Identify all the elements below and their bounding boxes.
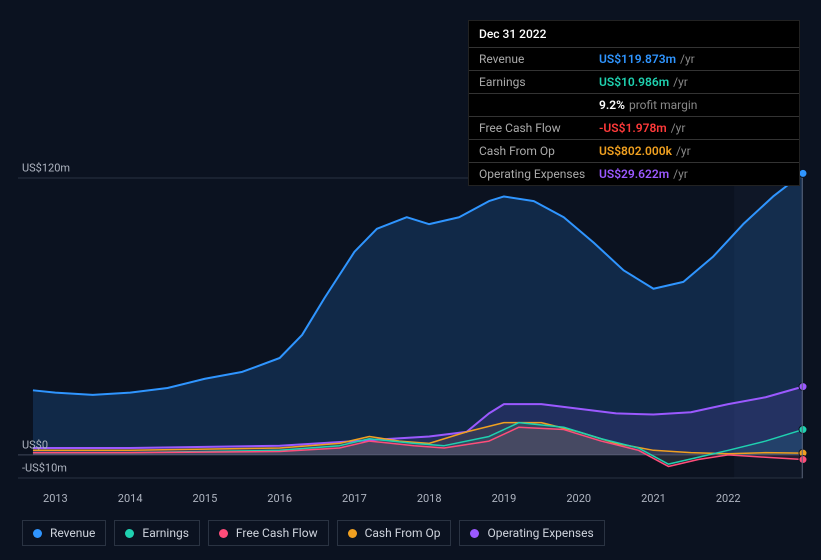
financials-chart: Dec 31 2022 RevenueUS$119.873m/yrEarning… <box>0 0 821 560</box>
tooltip-row: Free Cash Flow-US$1.978m/yr <box>469 117 799 140</box>
legend-label: Operating Expenses <box>487 526 593 540</box>
tooltip-row-value: 9.2% <box>599 98 625 112</box>
legend-swatch-icon <box>219 529 228 538</box>
tooltip-row-suffix: /yr <box>671 121 686 135</box>
chart-tooltip: Dec 31 2022 RevenueUS$119.873m/yrEarning… <box>468 20 800 186</box>
legend-label: Revenue <box>50 526 95 540</box>
tooltip-row-label: Operating Expenses <box>479 167 599 181</box>
x-axis-label: 2021 <box>641 492 666 505</box>
tooltip-row-suffix: profit margin <box>629 98 697 112</box>
tooltip-row-value: -US$1.978m <box>599 121 667 135</box>
tooltip-row-suffix: /yr <box>673 167 688 181</box>
tooltip-row-label <box>479 98 599 112</box>
x-axis-label: 2015 <box>193 492 218 505</box>
tooltip-row-value: US$119.873m <box>599 52 676 66</box>
legend-item[interactable]: Free Cash Flow <box>208 520 329 546</box>
legend-item[interactable]: Revenue <box>22 520 106 546</box>
y-axis-label: US$120m <box>22 162 70 175</box>
tooltip-row-suffix: /yr <box>676 144 691 158</box>
tooltip-row-label: Revenue <box>479 52 599 66</box>
x-axis-label: 2022 <box>716 492 741 505</box>
tooltip-row-suffix: /yr <box>673 75 688 89</box>
legend-item[interactable]: Earnings <box>114 520 200 546</box>
tooltip-row: 9.2% profit margin <box>469 94 799 117</box>
y-axis-label: US$0 <box>22 438 48 451</box>
x-axis-label: 2013 <box>43 492 68 505</box>
tooltip-row-value: US$29.622m <box>599 167 669 181</box>
legend-swatch-icon <box>125 529 134 538</box>
tooltip-row: RevenueUS$119.873m/yr <box>469 48 799 71</box>
x-axis-label: 2017 <box>342 492 367 505</box>
chart-legend: Revenue Earnings Free Cash Flow Cash From O… <box>22 520 605 546</box>
tooltip-row-label: Earnings <box>479 75 599 89</box>
tooltip-row-label: Free Cash Flow <box>479 121 599 135</box>
legend-item[interactable]: Operating Expenses <box>459 520 604 546</box>
x-axis-label: 2019 <box>492 492 517 505</box>
legend-label: Free Cash Flow <box>236 526 318 540</box>
y-axis-label: -US$10m <box>22 462 67 475</box>
tooltip-row: EarningsUS$10.986m/yr <box>469 71 799 94</box>
tooltip-row: Cash From OpUS$802.000k/yr <box>469 140 799 163</box>
legend-label: Cash From Op <box>365 526 441 540</box>
tooltip-row-label: Cash From Op <box>479 144 599 158</box>
x-axis-label: 2014 <box>118 492 143 505</box>
x-axis-label: 2018 <box>417 492 442 505</box>
legend-item[interactable]: Cash From Op <box>337 520 452 546</box>
x-axis-label: 2016 <box>267 492 292 505</box>
x-axis-label: 2020 <box>566 492 591 505</box>
tooltip-row: Operating ExpensesUS$29.622m/yr <box>469 163 799 185</box>
legend-swatch-icon <box>33 529 42 538</box>
legend-swatch-icon <box>470 529 479 538</box>
legend-swatch-icon <box>348 529 357 538</box>
tooltip-row-value: US$10.986m <box>599 75 669 89</box>
legend-label: Earnings <box>142 526 189 540</box>
tooltip-row-value: US$802.000k <box>599 144 672 158</box>
tooltip-title: Dec 31 2022 <box>469 21 799 48</box>
tooltip-row-suffix: /yr <box>680 52 695 66</box>
